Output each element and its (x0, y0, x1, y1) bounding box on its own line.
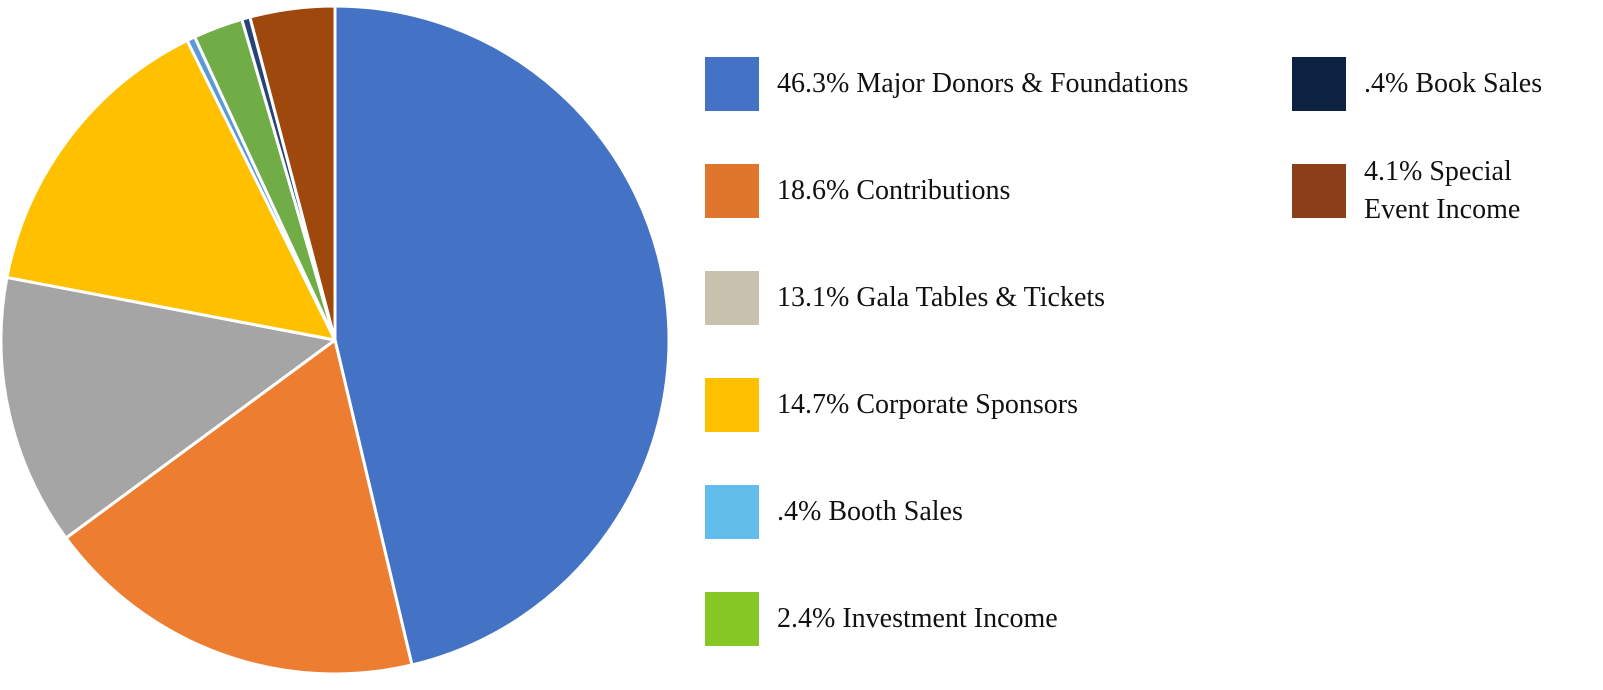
legend-item: 46.3% Major Donors & Foundations (705, 57, 1188, 111)
pie-slice (64, 338, 414, 676)
pie-slice (333, 4, 671, 667)
legend-label: 13.1% Gala Tables & Tickets (777, 282, 1106, 313)
legend-label: 14.7% Corporate Sponsors (777, 389, 1078, 420)
legend-item: .4% Book Sales (1292, 57, 1564, 111)
legend-label: 18.6% Contributions (777, 175, 1011, 206)
legend-label: .4% Book Sales (1364, 68, 1543, 99)
legend-swatch (705, 271, 759, 325)
legend-swatch (1292, 164, 1346, 218)
pie-slice (5, 39, 337, 342)
legend-swatch (705, 164, 759, 218)
legend-swatch (705, 378, 759, 432)
legend-item: 2.4% Investment Income (705, 592, 1058, 646)
pie-slice (248, 4, 337, 342)
legend-swatch (1292, 57, 1346, 111)
legend-label: .4% Booth Sales (777, 496, 963, 527)
legend-label: 2.4% Investment Income (777, 603, 1058, 634)
legend-item: 14.7% Corporate Sponsors (705, 378, 1078, 432)
legend-item: 4.1% Special Event Income (1292, 156, 1564, 225)
legend-item: 18.6% Contributions (705, 164, 1010, 218)
legend-label: 4.1% Special Event Income (1364, 156, 1521, 225)
legend-swatch (705, 592, 759, 646)
legend-item: .4% Booth Sales (705, 485, 963, 539)
pie-slice (0, 275, 337, 540)
legend-item: 13.1% Gala Tables & Tickets (705, 271, 1105, 325)
legend-swatch (705, 57, 759, 111)
pie (0, 4, 671, 676)
legend-swatch (705, 485, 759, 539)
legend-label: 46.3% Major Donors & Foundations (777, 68, 1189, 99)
